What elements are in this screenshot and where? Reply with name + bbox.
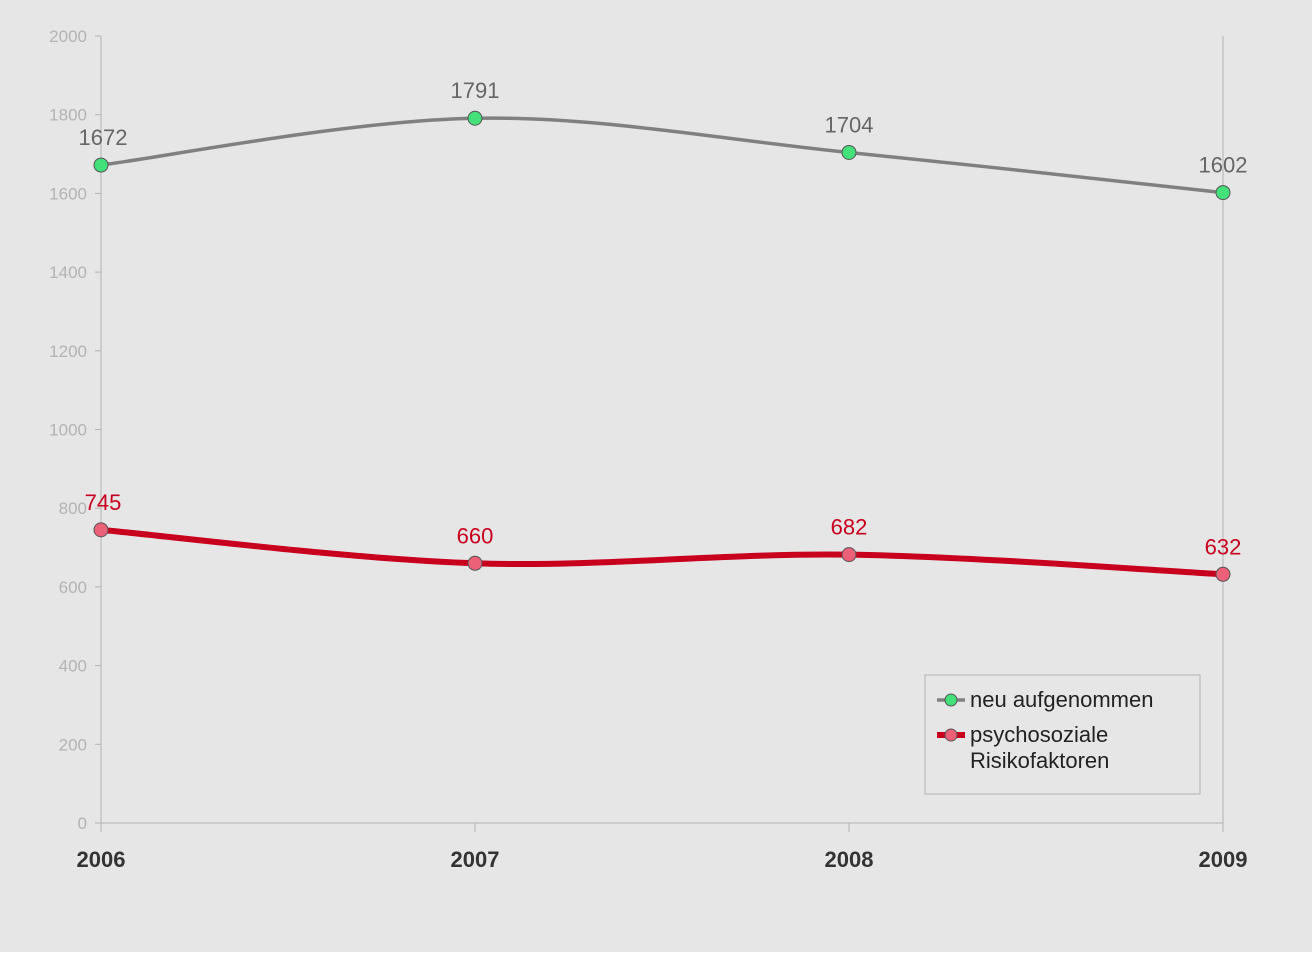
data-label: 682 xyxy=(831,515,868,540)
y-tick-label: 1400 xyxy=(49,263,87,282)
y-tick-label: 800 xyxy=(59,499,87,518)
legend-swatch-marker xyxy=(944,728,958,742)
data-point xyxy=(93,157,109,173)
y-tick-label: 2000 xyxy=(49,27,87,46)
data-label: 1704 xyxy=(825,112,874,137)
x-tick-label: 2008 xyxy=(825,847,874,872)
data-point xyxy=(1215,185,1231,201)
data-labels: 1672 1791 1704 1602 745 660 682 632 xyxy=(79,78,1248,559)
x-tick-label: 2009 xyxy=(1199,847,1248,872)
y-tick-label: 200 xyxy=(59,735,87,754)
legend-label: psychosoziale Risikofaktoren xyxy=(970,722,1109,773)
legend-swatch-marker xyxy=(944,693,958,707)
y-tick-label: 1600 xyxy=(49,184,87,203)
data-label: 1672 xyxy=(79,125,128,150)
legend-label: neu aufgenommen xyxy=(970,687,1153,712)
data-label: 1602 xyxy=(1199,153,1248,178)
data-point xyxy=(467,110,483,126)
series-line-2 xyxy=(98,526,1226,578)
y-tick-label: 400 xyxy=(59,657,87,676)
x-tick-label: 2006 xyxy=(77,847,126,872)
y-tick-label: 1000 xyxy=(49,421,87,440)
data-label: 1791 xyxy=(451,78,500,103)
legend-box xyxy=(924,674,1201,795)
series-lines xyxy=(98,116,1226,578)
data-point xyxy=(841,144,857,160)
series-line-1 xyxy=(99,116,1225,195)
data-point xyxy=(467,555,483,571)
data-label: 660 xyxy=(457,523,494,548)
axes: 0 200 400 600 800 1000 1200 1400 1600 1800 2000 200… xyxy=(49,27,1247,872)
legend: neu aufgenommen psychosoziale Risikofaktor… xyxy=(924,674,1201,795)
y-tick-label: 0 xyxy=(78,814,87,833)
y-tick-label: 1200 xyxy=(49,342,87,361)
data-point xyxy=(93,522,109,538)
data-label: 745 xyxy=(85,490,122,515)
data-label: 632 xyxy=(1205,534,1242,559)
data-points xyxy=(93,110,1231,582)
y-tick-label: 1800 xyxy=(49,106,87,125)
data-point xyxy=(1215,566,1231,582)
x-tick-label: 2007 xyxy=(451,847,500,872)
data-point xyxy=(841,547,857,563)
y-tick-label: 600 xyxy=(59,578,87,597)
